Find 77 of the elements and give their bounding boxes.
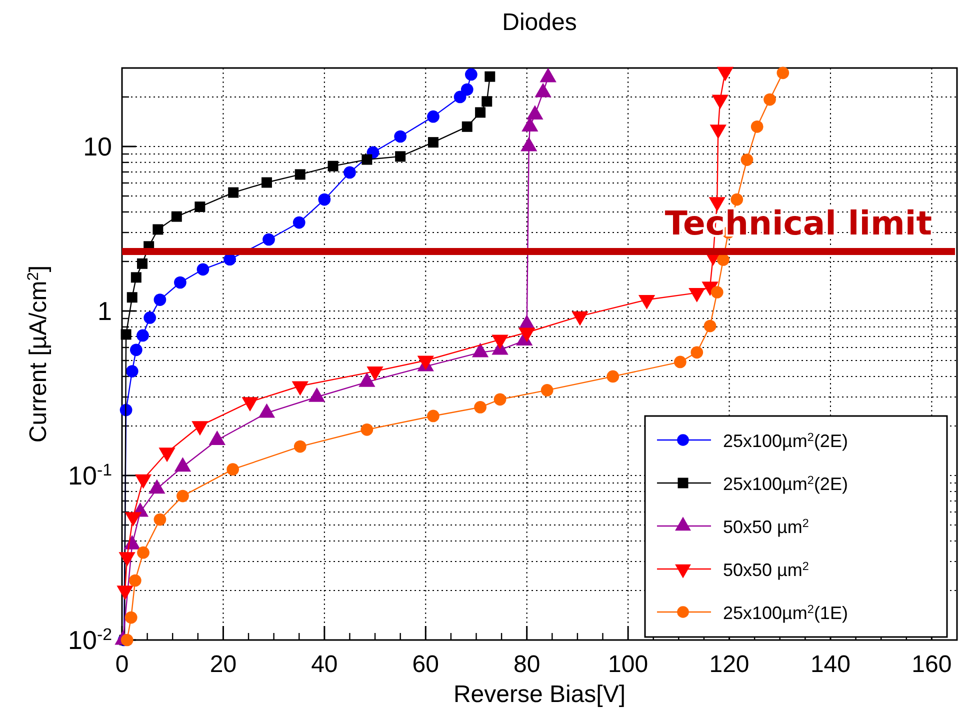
point bbox=[196, 263, 210, 276]
point bbox=[130, 272, 142, 283]
point bbox=[606, 370, 620, 383]
point bbox=[226, 463, 240, 476]
point bbox=[174, 276, 186, 289]
y-tick-label: 10$^{-1}$ bbox=[68, 460, 112, 490]
point bbox=[704, 320, 716, 332]
point bbox=[126, 365, 138, 378]
point bbox=[154, 513, 166, 526]
legend-label: 25x100µm$^{2}$(2E) bbox=[723, 430, 848, 451]
point bbox=[318, 193, 331, 206]
point bbox=[360, 423, 374, 436]
x-tick-label: 40 bbox=[311, 651, 338, 678]
point bbox=[262, 233, 275, 246]
point bbox=[494, 393, 506, 406]
point bbox=[152, 224, 164, 235]
point bbox=[717, 254, 730, 266]
point bbox=[427, 410, 440, 422]
point bbox=[154, 294, 166, 306]
legend-label: 25x100µm$^{2}$(1E) bbox=[723, 602, 848, 623]
point bbox=[674, 356, 686, 368]
point bbox=[126, 292, 138, 303]
point bbox=[294, 169, 306, 180]
x-tick-label: 140 bbox=[810, 651, 851, 678]
point bbox=[328, 160, 338, 172]
x-tick-label: 160 bbox=[912, 651, 952, 678]
x-tick-label: 0 bbox=[115, 651, 129, 678]
point bbox=[362, 154, 372, 165]
x-axis-title: Reverse Bias[V] bbox=[453, 681, 626, 708]
legend-label: 50x50 µm$^{2}$ bbox=[723, 516, 809, 537]
x-tick-label: 100 bbox=[608, 651, 648, 678]
point bbox=[394, 130, 407, 143]
x-tick-label: 80 bbox=[513, 651, 540, 678]
point bbox=[137, 258, 148, 269]
x-tick-label: 20 bbox=[210, 651, 237, 678]
point bbox=[740, 154, 754, 166]
point bbox=[710, 286, 724, 298]
point bbox=[482, 96, 492, 107]
point bbox=[124, 611, 138, 624]
chart-title: Diodes bbox=[502, 9, 577, 36]
point bbox=[128, 574, 142, 587]
point bbox=[460, 83, 474, 96]
point bbox=[428, 137, 438, 148]
point bbox=[427, 110, 440, 123]
point bbox=[194, 202, 206, 212]
point bbox=[144, 312, 156, 324]
point bbox=[176, 490, 189, 502]
point bbox=[462, 121, 472, 132]
point bbox=[395, 151, 406, 162]
point bbox=[484, 71, 496, 82]
point bbox=[261, 177, 272, 188]
point bbox=[750, 120, 764, 133]
legend-label: 50x50 µm$^{2}$ bbox=[723, 560, 809, 580]
y-tick-label: 1 bbox=[98, 296, 112, 326]
point bbox=[474, 401, 486, 414]
point bbox=[776, 66, 790, 80]
x-tick-label: 120 bbox=[709, 651, 750, 678]
point bbox=[136, 329, 149, 342]
point bbox=[475, 107, 486, 118]
point bbox=[294, 440, 306, 453]
point bbox=[137, 546, 150, 559]
point bbox=[130, 344, 142, 356]
point bbox=[730, 193, 744, 206]
point bbox=[454, 90, 466, 104]
point bbox=[120, 329, 132, 340]
point bbox=[465, 68, 478, 81]
point bbox=[540, 384, 554, 396]
y-tick-label: 10 bbox=[83, 131, 112, 162]
x-tick-label: 60 bbox=[412, 651, 439, 678]
y-tick-label: 10$^{-2}$ bbox=[68, 624, 112, 655]
point bbox=[292, 216, 306, 229]
point bbox=[228, 187, 239, 198]
point bbox=[171, 211, 182, 222]
point bbox=[690, 346, 704, 359]
point bbox=[344, 166, 356, 179]
legend-label: 25x100µm$^{2}$(2E) bbox=[723, 474, 848, 494]
point bbox=[764, 93, 776, 106]
